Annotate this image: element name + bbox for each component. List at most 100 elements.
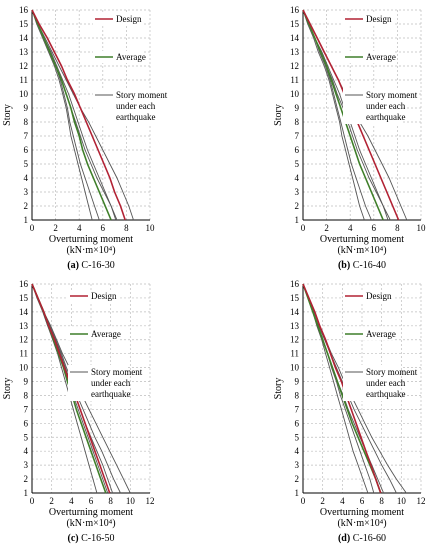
y-tick-label: 13 (19, 321, 29, 331)
panel-caption: (c) C-16-50 (68, 533, 115, 544)
legend-bg (68, 290, 118, 302)
y-tick-label: 3 (295, 187, 300, 197)
y-tick-label: 6 (24, 145, 29, 155)
series-line-4 (31, 9, 100, 221)
y-tick-label: 4 (24, 446, 29, 456)
legend-bg (93, 88, 151, 124)
x-tick-label: 0 (301, 496, 306, 506)
y-tick-label: 6 (295, 418, 300, 428)
x-tick-label: 0 (30, 496, 35, 506)
x-tick-label: 10 (417, 223, 427, 233)
y-tick-label: 2 (295, 201, 300, 211)
x-tick-label: 2 (53, 223, 58, 233)
chart-panel-2: 0 2 4 6 8 1012345678910111213141516Overturnin… (273, 5, 426, 271)
y-tick-label: 13 (290, 47, 300, 57)
legend-label-3-line: earthquake (91, 389, 130, 399)
x-axis-label: Overturning moment (49, 234, 133, 245)
legend-bg (93, 13, 143, 25)
y-tick-label: 4 (24, 173, 29, 183)
y-tick-label: 1 (295, 215, 300, 225)
series-line-3 (31, 9, 134, 221)
y-tick-label: 13 (290, 321, 300, 331)
y-tick-label: 5 (295, 432, 300, 442)
chart-panel-4: 0 2 4 6 8 10 1212345678910111213141516Overturn… (273, 279, 426, 544)
y-tick-label: 9 (295, 103, 300, 113)
y-tick-label: 8 (295, 390, 300, 400)
legend-label-3-line: earthquake (366, 112, 405, 122)
y-tick-label: 11 (19, 75, 28, 85)
x-tick-label: 10 (397, 496, 407, 506)
legend-label-2: Average (366, 329, 396, 339)
x-tick-label: 8 (379, 496, 384, 506)
x-tick-label: 12 (417, 496, 426, 506)
y-tick-label: 7 (295, 131, 300, 141)
y-tick-label: 10 (19, 363, 29, 373)
panel-caption: (d) C-16-60 (338, 533, 386, 544)
x-tick-label: 10 (126, 496, 136, 506)
legend-bg (343, 88, 401, 124)
y-tick-label: 9 (295, 377, 300, 387)
x-tick-label: 10 (146, 223, 156, 233)
x-tick-label: 0 (301, 223, 306, 233)
y-tick-label: 12 (290, 335, 299, 345)
y-tick-label: 15 (19, 293, 29, 303)
y-tick-label: 14 (290, 33, 300, 43)
legend-label-3-line: under each (91, 378, 131, 388)
y-tick-label: 4 (295, 446, 300, 456)
panel-caption-text: C-16-40 (353, 260, 386, 271)
y-tick-label: 8 (24, 390, 29, 400)
x-axis-unit: (kN·m×10⁴) (337, 245, 386, 256)
x-tick-label: 6 (89, 496, 94, 506)
y-tick-label: 15 (290, 19, 300, 29)
y-axis-label: Story (2, 104, 13, 126)
x-tick-label: 4 (69, 496, 74, 506)
y-tick-label: 16 (19, 279, 29, 289)
y-tick-label: 9 (24, 103, 29, 113)
legend-label-3-line: earthquake (116, 112, 155, 122)
x-tick-label: 0 (30, 223, 35, 233)
legend-label-1: Design (366, 291, 392, 301)
y-tick-label: 8 (295, 117, 300, 127)
legend-bg (68, 365, 126, 401)
legend-label-3-line: Story moment (366, 367, 418, 377)
y-tick-label: 5 (295, 159, 300, 169)
x-tick-label: 2 (320, 496, 325, 506)
series-line-6 (31, 9, 93, 221)
y-tick-label: 11 (19, 349, 28, 359)
y-axis-label: Story (2, 378, 13, 400)
legend-label-2: Average (91, 329, 121, 339)
x-tick-label: 4 (348, 223, 353, 233)
y-tick-label: 1 (24, 488, 29, 498)
y-tick-label: 10 (290, 363, 300, 373)
x-axis-label: Overturning moment (49, 507, 133, 518)
x-axis-label: Overturning moment (320, 234, 404, 245)
y-tick-label: 12 (290, 61, 299, 71)
legend-label-2: Average (116, 52, 146, 62)
x-axis-unit: (kN·m×10⁴) (66, 245, 115, 256)
y-tick-label: 5 (24, 432, 29, 442)
y-tick-label: 10 (290, 89, 300, 99)
x-tick-label: 8 (108, 496, 113, 506)
y-tick-label: 6 (24, 418, 29, 428)
panel-caption-letter: (b) (338, 260, 353, 271)
y-tick-label: 3 (24, 460, 29, 470)
y-tick-label: 16 (290, 279, 300, 289)
y-tick-label: 3 (24, 187, 29, 197)
chart-panel-1: 0 2 4 6 8 1012345678910111213141516Overturnin… (2, 5, 168, 271)
y-tick-label: 12 (19, 335, 28, 345)
legend-label-2: Average (366, 52, 396, 62)
y-tick-label: 7 (24, 131, 29, 141)
legend-label-3-line: under each (116, 101, 156, 111)
legend-label-3-line: Story moment (116, 90, 168, 100)
y-tick-label: 14 (19, 307, 29, 317)
x-tick-label: 2 (49, 496, 54, 506)
legend-bg (343, 13, 393, 25)
y-tick-label: 2 (295, 474, 300, 484)
x-tick-label: 4 (77, 223, 82, 233)
chart-panel-3: 0 2 4 6 8 10 1212345678910111213141516Overturn… (2, 279, 155, 544)
legend-label-3-line: under each (366, 101, 406, 111)
legend-label-3: Story moment under each earthquake (116, 90, 168, 122)
x-tick-label: 6 (101, 223, 106, 233)
legend-bg (93, 51, 143, 63)
y-tick-label: 5 (24, 159, 29, 169)
